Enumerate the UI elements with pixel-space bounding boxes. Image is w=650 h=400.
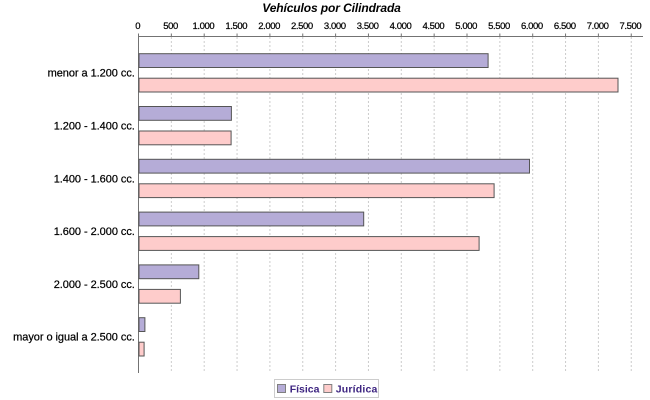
svg-text:1.000: 1.000 <box>193 21 215 32</box>
svg-text:4.000: 4.000 <box>390 21 412 32</box>
svg-text:7.500: 7.500 <box>620 21 642 32</box>
svg-text:Física: Física <box>290 383 320 395</box>
svg-text:7.000: 7.000 <box>587 21 609 32</box>
svg-text:6.000: 6.000 <box>521 21 543 32</box>
svg-text:2.000 - 2.500 cc.: 2.000 - 2.500 cc. <box>54 279 135 291</box>
svg-text:Jurídica: Jurídica <box>336 383 378 395</box>
svg-text:0: 0 <box>135 21 140 32</box>
svg-text:5.500: 5.500 <box>488 21 510 32</box>
svg-text:Vehículos por Cilindrada: Vehículos por Cilindrada <box>262 1 401 15</box>
svg-text:3.500: 3.500 <box>357 21 379 32</box>
svg-text:1.400 - 1.600 cc.: 1.400 - 1.600 cc. <box>54 173 135 185</box>
svg-text:1.600 - 2.000 cc.: 1.600 - 2.000 cc. <box>54 226 135 238</box>
svg-text:3.000: 3.000 <box>324 21 346 32</box>
svg-text:2.500: 2.500 <box>291 21 313 32</box>
svg-text:6.500: 6.500 <box>554 21 576 32</box>
svg-text:menor a 1.200 cc.: menor a 1.200 cc. <box>48 68 135 80</box>
svg-text:500: 500 <box>163 21 178 32</box>
svg-text:1.500: 1.500 <box>225 21 247 32</box>
svg-text:1.200 - 1.400 cc.: 1.200 - 1.400 cc. <box>54 121 135 133</box>
svg-text:4.500: 4.500 <box>422 21 444 32</box>
svg-text:5.000: 5.000 <box>455 21 477 32</box>
svg-text:2.000: 2.000 <box>258 21 280 32</box>
svg-text:mayor o igual a 2.500 cc.: mayor o igual a 2.500 cc. <box>13 332 135 344</box>
